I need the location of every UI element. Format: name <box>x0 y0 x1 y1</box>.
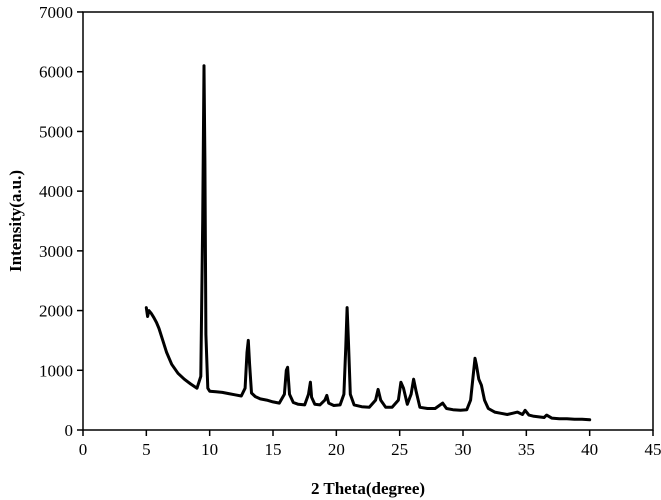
x-tick-label-45: 45 <box>645 440 661 459</box>
plot-frame <box>82 11 654 431</box>
x-tick-label-15: 15 <box>265 440 282 459</box>
series-line <box>144 64 592 422</box>
tick-labels: 0 5 10 15 20 25 30 35 40 45 0 1000 2000 3000 4000 5000 6… <box>39 3 661 459</box>
y-tick-label-6000: 6000 <box>39 63 73 82</box>
y-tick-label-3000: 3000 <box>39 242 73 261</box>
y-tick-label-5000: 5000 <box>39 122 73 141</box>
x-tick-label-0: 0 <box>79 440 88 459</box>
x-tick-label-40: 40 <box>581 440 598 459</box>
axis-ticks <box>77 11 654 436</box>
x-tick-label-10: 10 <box>201 440 218 459</box>
y-tick-label-1000: 1000 <box>39 361 73 380</box>
y-tick-label-4000: 4000 <box>39 182 73 201</box>
x-axis-title: 2 Theta(degree) <box>311 479 425 498</box>
y-tick-label-7000: 7000 <box>39 3 73 22</box>
x-tick-label-5: 5 <box>142 440 151 459</box>
x-tick-label-30: 30 <box>455 440 472 459</box>
x-tick-label-20: 20 <box>328 440 345 459</box>
y-tick-label-0: 0 <box>65 421 74 440</box>
x-tick-label-25: 25 <box>391 440 408 459</box>
x-tick-label-35: 35 <box>518 440 535 459</box>
y-axis-title: Intensity(a.u.) <box>6 170 25 272</box>
y-tick-label-2000: 2000 <box>39 302 73 321</box>
